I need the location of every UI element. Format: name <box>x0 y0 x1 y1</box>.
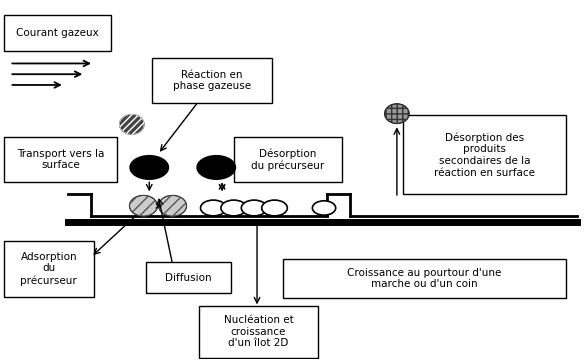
Circle shape <box>312 201 336 215</box>
Text: Désorption des
produits
secondaires de la
réaction en surface: Désorption des produits secondaires de l… <box>434 132 535 177</box>
Circle shape <box>197 156 235 179</box>
Circle shape <box>221 200 246 216</box>
Text: Adsorption
du
précurseur: Adsorption du précurseur <box>20 252 77 285</box>
Text: Nucléation et
croissance
d'un îlot 2D: Nucléation et croissance d'un îlot 2D <box>224 315 293 348</box>
FancyBboxPatch shape <box>403 116 566 194</box>
Circle shape <box>241 200 267 216</box>
Text: Transport vers la
surface: Transport vers la surface <box>17 149 104 170</box>
Circle shape <box>262 200 287 216</box>
FancyBboxPatch shape <box>152 58 272 103</box>
Text: Diffusion: Diffusion <box>165 273 212 283</box>
Text: Courant gazeux: Courant gazeux <box>16 28 99 38</box>
FancyBboxPatch shape <box>4 241 94 297</box>
Text: Réaction en
phase gazeuse: Réaction en phase gazeuse <box>173 70 251 91</box>
FancyBboxPatch shape <box>199 306 318 357</box>
FancyBboxPatch shape <box>283 259 566 298</box>
FancyBboxPatch shape <box>147 262 231 293</box>
Text: Désorption
du précurseur: Désorption du précurseur <box>251 148 324 171</box>
Text: Croissance au pourtour d'une
marche ou d'un coin: Croissance au pourtour d'une marche ou d… <box>347 268 502 289</box>
Circle shape <box>200 200 226 216</box>
FancyBboxPatch shape <box>234 137 342 182</box>
Ellipse shape <box>159 195 186 216</box>
FancyBboxPatch shape <box>4 15 112 51</box>
Circle shape <box>130 156 169 179</box>
Ellipse shape <box>120 114 144 134</box>
Ellipse shape <box>385 104 409 123</box>
FancyBboxPatch shape <box>4 137 117 182</box>
Ellipse shape <box>130 195 158 216</box>
